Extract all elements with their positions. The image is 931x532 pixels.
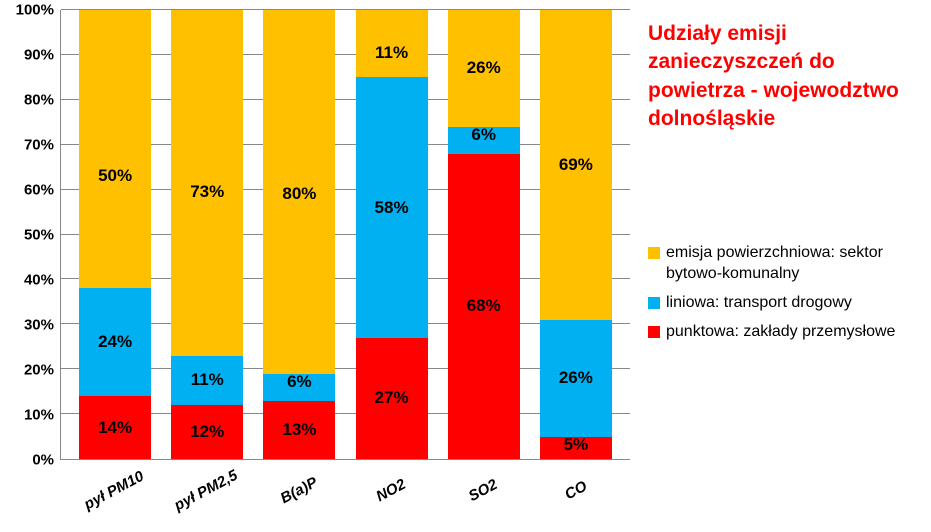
y-tick-label: 0% — [32, 452, 54, 469]
bar-segment-powierzchniowa: 50% — [79, 64, 151, 289]
y-tick-label: 20% — [24, 362, 54, 379]
bar-group: 14% 24% 50% — [79, 10, 151, 459]
bar-group: 12% 11% 73% — [171, 10, 243, 459]
bar-segment-label: 5% — [564, 435, 589, 455]
y-tick-label: 30% — [24, 317, 54, 334]
plot-area: 14% 24% 50% 12% 11% 73% 13% 6% 80% 27% 58% 11% 68% 6%… — [60, 10, 630, 460]
legend-swatch — [648, 247, 660, 259]
legend-item-punktowa: punktowa: zakłady przemysłowe — [648, 322, 921, 343]
y-tick-label: 60% — [24, 182, 54, 199]
x-tick-label: SO2 — [448, 466, 520, 515]
x-tick-label: B(a)P — [263, 466, 335, 515]
bar-segment-liniowa: 6% — [263, 374, 335, 401]
bar-segment-label: 73% — [190, 182, 224, 202]
bar-segment-label: 24% — [98, 332, 132, 352]
plot-wrapper: 0%10%20%30%40%50%60%70%80%90%100% 14%24%… — [10, 10, 630, 460]
bar-segment-liniowa: 11% — [171, 356, 243, 405]
bar-segment-punktowa: 5% — [540, 437, 612, 459]
bar-segment-powierzchniowa: 69% — [540, 10, 612, 320]
bar-segment-label: 11% — [191, 370, 224, 390]
bar-segment-label: 27% — [375, 388, 409, 408]
bar-segment-label: 12% — [190, 422, 224, 442]
bar-segment-remainder — [263, 10, 335, 14]
bar-segment-label: 14% — [98, 418, 132, 438]
bar-segment-powierzchniowa: 11% — [356, 28, 428, 77]
y-axis: 0%10%20%30%40%50%60%70%80%90%100% — [10, 10, 60, 460]
x-axis-labels: pył PM10pył PM2,5B(a)PNO2SO2CO — [60, 466, 630, 499]
x-tick-label: pył PM10 — [78, 466, 150, 515]
bar-group: 27% 58% 11% — [356, 10, 428, 459]
bar-segment-liniowa: 58% — [356, 77, 428, 337]
bar-segment-label: 58% — [375, 198, 409, 218]
legend-swatch — [648, 297, 660, 309]
bar-group: 68% 6% 26% — [448, 10, 520, 459]
legend: emisja powierzchniowa: sektor bytowo-kom… — [648, 243, 921, 342]
bar-segment-label: 26% — [559, 368, 593, 388]
bar-segment-label: 50% — [98, 166, 132, 186]
y-tick-label: 40% — [24, 272, 54, 289]
legend-label: liniowa: transport drogowy — [666, 293, 852, 314]
legend-label: punktowa: zakłady przemysłowe — [666, 322, 895, 343]
bar-segment-punktowa: 27% — [356, 338, 428, 459]
x-tick-label: pył PM2,5 — [171, 466, 243, 515]
bar-segment-punktowa: 13% — [263, 401, 335, 459]
bar-segment-liniowa: 26% — [540, 320, 612, 437]
bar-segment-remainder — [171, 10, 243, 28]
bar-segment-punktowa: 14% — [79, 396, 151, 459]
y-tick-label: 70% — [24, 137, 54, 154]
bar-group: 13% 6% 80% — [263, 10, 335, 459]
y-tick-label: 80% — [24, 92, 54, 109]
bar-segment-powierzchniowa: 73% — [171, 28, 243, 356]
bar-segment-liniowa: 24% — [79, 288, 151, 396]
bar-segment-remainder — [356, 10, 428, 28]
y-tick-label: 50% — [24, 227, 54, 244]
side-panel: Udziały emisji zanieczyszczeń do powietr… — [630, 10, 921, 522]
chart-title: Udziały emisji zanieczyszczeń do powietr… — [648, 20, 921, 133]
chart-container: 0%10%20%30%40%50%60%70%80%90%100% 14%24%… — [10, 10, 921, 522]
bar-group: 5% 26% 69% — [540, 10, 612, 459]
bar-segment-label: 13% — [282, 420, 316, 440]
y-tick-label: 90% — [24, 47, 54, 64]
legend-swatch — [648, 326, 660, 338]
bar-segment-powierzchniowa: 80% — [263, 15, 335, 374]
legend-item-liniowa: liniowa: transport drogowy — [648, 293, 921, 314]
bar-segment-label: 68% — [467, 296, 501, 316]
x-tick-label: CO — [540, 466, 612, 515]
bar-segment-punktowa: 12% — [171, 405, 243, 459]
y-tick-label: 100% — [16, 2, 54, 19]
y-tick-label: 10% — [24, 407, 54, 424]
bar-segment-label: 6% — [287, 372, 312, 392]
bar-segment-label: 11% — [375, 43, 408, 63]
bar-segment-liniowa: 6% — [448, 127, 520, 154]
legend-item-powierzchniowa: emisja powierzchniowa: sektor bytowo-kom… — [648, 243, 921, 285]
chart-area: 0%10%20%30%40%50%60%70%80%90%100% 14%24%… — [10, 10, 630, 522]
bar-segment-label: 6% — [471, 125, 496, 145]
bar-segment-powierzchniowa: 26% — [448, 10, 520, 127]
legend-label: emisja powierzchniowa: sektor bytowo-kom… — [666, 243, 921, 285]
x-tick-label: NO2 — [355, 466, 427, 515]
bar-segment-label: 69% — [559, 155, 593, 175]
bar-segment-label: 80% — [282, 184, 316, 204]
bar-segment-remainder — [79, 10, 151, 64]
bar-segment-label: 26% — [467, 58, 501, 78]
bar-segment-punktowa: 68% — [448, 154, 520, 459]
